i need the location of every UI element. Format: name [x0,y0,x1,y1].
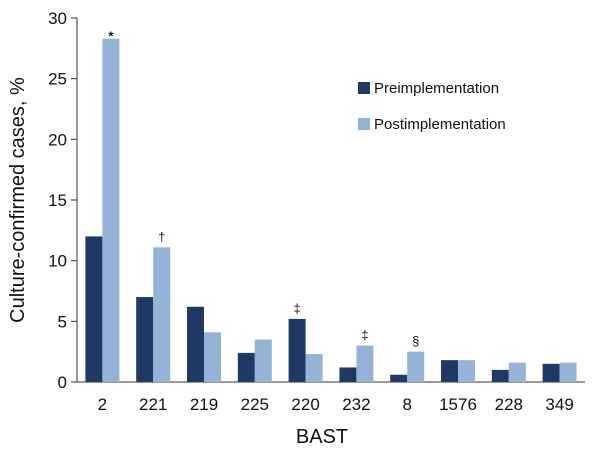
x-axis: 2 221 219 225 220 232 8 1576 228 349 [77,381,585,414]
bar-preimplementation [491,369,509,382]
legend-swatch [358,118,370,130]
bar-postimplementation [153,247,171,382]
x-tick-label: 219 [190,395,218,414]
bar-postimplementation [559,362,577,382]
significance-marker: * [108,29,114,44]
x-tick-label: 228 [495,395,523,414]
x-axis-title: BAST [296,426,348,448]
significance-marker: † [158,229,165,244]
significance-marker: ‡ [361,328,368,343]
x-tick-label: 225 [241,395,269,414]
bar-postimplementation [254,339,272,382]
bar-preimplementation [288,318,306,382]
y-tick-label: 10 [48,252,67,271]
x-tick-label: 8 [402,395,411,414]
bar-postimplementation [305,354,323,382]
x-tick-label: 220 [291,395,319,414]
bar-preimplementation [237,352,255,382]
bar-preimplementation [136,297,154,382]
bar-preimplementation [390,374,408,382]
legend-swatch [358,82,370,94]
legend-label: Preimplementation [374,80,499,97]
y-tick-label: 20 [48,130,67,149]
significance-marker: ‡ [293,301,300,316]
bar-preimplementation [441,360,458,382]
y-tick-label: 15 [48,191,67,210]
bar-postimplementation [356,345,374,382]
legend: Preimplementation Postimplementation [358,80,506,133]
significance-markers: * † ‡ ‡ § [108,29,419,349]
y-tick-label: 25 [48,70,67,89]
x-tick-label: 1576 [439,395,477,414]
y-tick-label: 0 [58,373,67,392]
x-tick-label: 2 [98,395,107,414]
bars [85,38,577,382]
bar-preimplementation [542,363,560,382]
bar-preimplementation [187,306,204,382]
significance-marker: § [412,334,419,349]
y-tick-label: 30 [48,9,67,28]
y-tick-label: 5 [58,312,67,331]
legend-label: Postimplementation [374,116,506,133]
bar-postimplementation [102,38,120,382]
bar-postimplementation [407,351,425,382]
bar-postimplementation [458,360,475,382]
x-tick-label: 232 [342,395,370,414]
x-tick-label: 349 [545,395,573,414]
bar-postimplementation [204,332,221,382]
y-axis: 0 5 10 15 20 25 30 [48,9,78,392]
bar-postimplementation [508,362,526,382]
bar-preimplementation [339,367,357,382]
bar-preimplementation [85,236,103,382]
y-axis-title: Culture-confirmed cases, % [7,77,29,323]
x-tick-label: 221 [139,395,167,414]
